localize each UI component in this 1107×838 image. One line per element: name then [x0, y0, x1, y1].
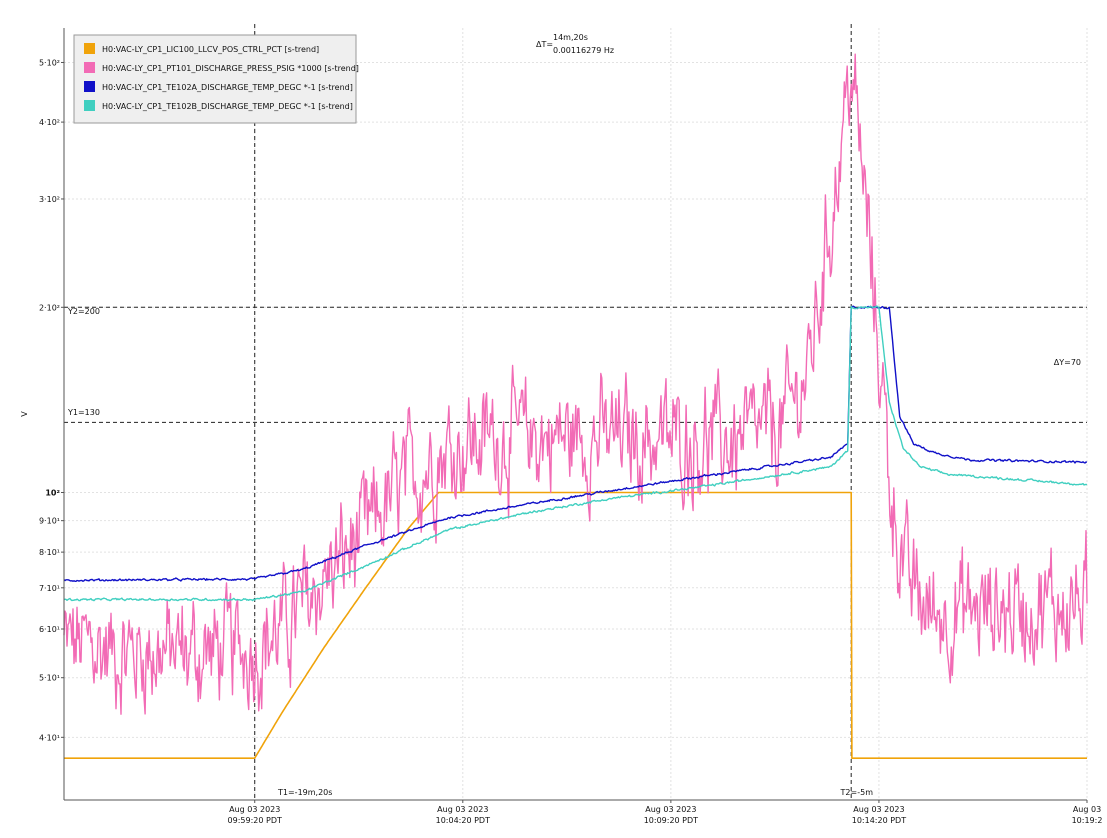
- y-axis-label: V: [20, 411, 29, 417]
- x-ticks: Aug 03 2023 09:59:20 PDT Aug 03 2023 10:04:…: [228, 800, 1103, 825]
- legend[interactable]: H0:VAC-LY_CP1_LIC100_LLCV_POS_CTRL_PCT […: [73, 34, 359, 124]
- legend-swatch-2: [84, 81, 95, 92]
- legend-label-2: H0:VAC-LY_CP1_TE102A_DISCHARGE_TEMP_DEGC…: [102, 83, 353, 92]
- legend-swatch-0: [84, 43, 95, 54]
- series-line-2: [63, 305, 1088, 582]
- delta-t-symbol: ΔT=: [536, 40, 553, 49]
- x-tick-time-0: 09:59:20 PDT: [228, 816, 282, 825]
- y-tick-label-4: 8·10¹: [39, 548, 60, 557]
- cursor-annotations: Y2=200 Y1=130 ΔY=70 ΔT= 14m,20s 0.001162…: [67, 33, 1081, 797]
- delta-y-label: ΔY=70: [1054, 358, 1081, 367]
- legend-label-3: H0:VAC-LY_CP1_TE102B_DISCHARGE_TEMP_DEGC…: [102, 102, 353, 111]
- series-line-1: [63, 53, 1088, 715]
- x-tick-date-4: Aug 03: [1073, 805, 1101, 814]
- legend-box: [73, 34, 357, 124]
- grid: [64, 28, 1088, 800]
- t1-label: T1=-19m,20s: [277, 788, 332, 797]
- series-lines: [63, 53, 1088, 759]
- legend-swatch-3: [84, 100, 95, 111]
- delta-t-value: 14m,20s: [553, 33, 588, 42]
- y-tick-label-2: 6·10¹: [39, 625, 60, 634]
- y-tick-label-10: 5·10²: [39, 58, 60, 67]
- x-tick-date-3: Aug 03 2023: [853, 805, 904, 814]
- x-tick-time-1: 10:04:20 PDT: [436, 816, 490, 825]
- axes: V: [20, 28, 1087, 801]
- legend-label-0: H0:VAC-LY_CP1_LIC100_LLCV_POS_CTRL_PCT […: [102, 45, 319, 54]
- series-line-3: [63, 305, 1088, 602]
- y-tick-label-3: 7·10¹: [39, 584, 60, 593]
- x-tick-date-2: Aug 03 2023: [645, 805, 696, 814]
- delta-t-frequency: 0.00116279 Hz: [553, 46, 614, 55]
- y-tick-label-0: 4·10¹: [39, 733, 60, 742]
- x-tick-date-1: Aug 03 2023: [437, 805, 488, 814]
- y-ticks: 4·10¹ 5·10¹ 6·10¹ 7·10¹ 8·10¹ 9·10¹ 10² 2·10² 3·…: [39, 58, 64, 742]
- x-tick-time-3: 10:14:20 PDT: [852, 816, 906, 825]
- x-tick-time-2: 10:09:20 PDT: [644, 816, 698, 825]
- y-tick-label-6: 10²: [45, 489, 60, 498]
- y1-label: Y1=130: [67, 408, 100, 417]
- y-tick-label-9: 4·10²: [39, 118, 60, 127]
- x-tick-time-4: 10:19:2: [1072, 816, 1103, 825]
- y-tick-label-5: 9·10¹: [39, 517, 60, 526]
- y-tick-label-1: 5·10¹: [39, 674, 60, 683]
- legend-swatch-1: [84, 62, 95, 73]
- series-line-0: [64, 491, 1087, 759]
- legend-label-1: H0:VAC-LY_CP1_PT101_DISCHARGE_PRESS_PSIG…: [102, 64, 359, 73]
- y2-label: Y2=200: [67, 307, 100, 316]
- x-tick-date-0: Aug 03 2023: [229, 805, 280, 814]
- y-tick-label-8: 3·10²: [39, 195, 60, 204]
- y-tick-label-7: 2·10²: [39, 303, 60, 312]
- t2-label: T2=-5m: [840, 788, 874, 797]
